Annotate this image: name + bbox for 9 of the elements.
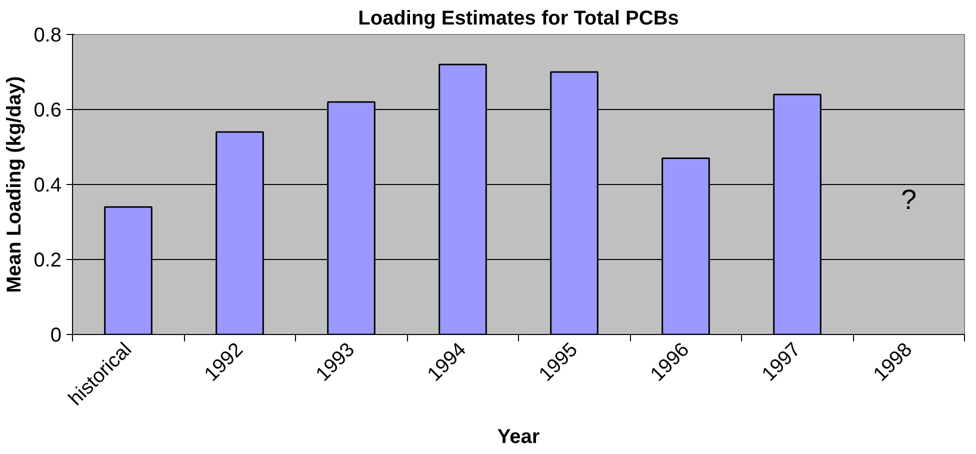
chart-title: Loading Estimates for Total PCBs [358, 8, 679, 30]
x-axis-title: Year [497, 426, 540, 448]
y-axis-title: Mean Loading (kg/day) [4, 76, 26, 293]
y-tick-label: 0.2 [34, 250, 62, 272]
annotation: ? [900, 184, 917, 215]
y-tick-label: 0.8 [34, 24, 62, 46]
y-tick-label: 0.6 [34, 100, 62, 122]
y-tick-label: 0.4 [34, 174, 62, 196]
y-tick-label: 0 [50, 324, 62, 346]
